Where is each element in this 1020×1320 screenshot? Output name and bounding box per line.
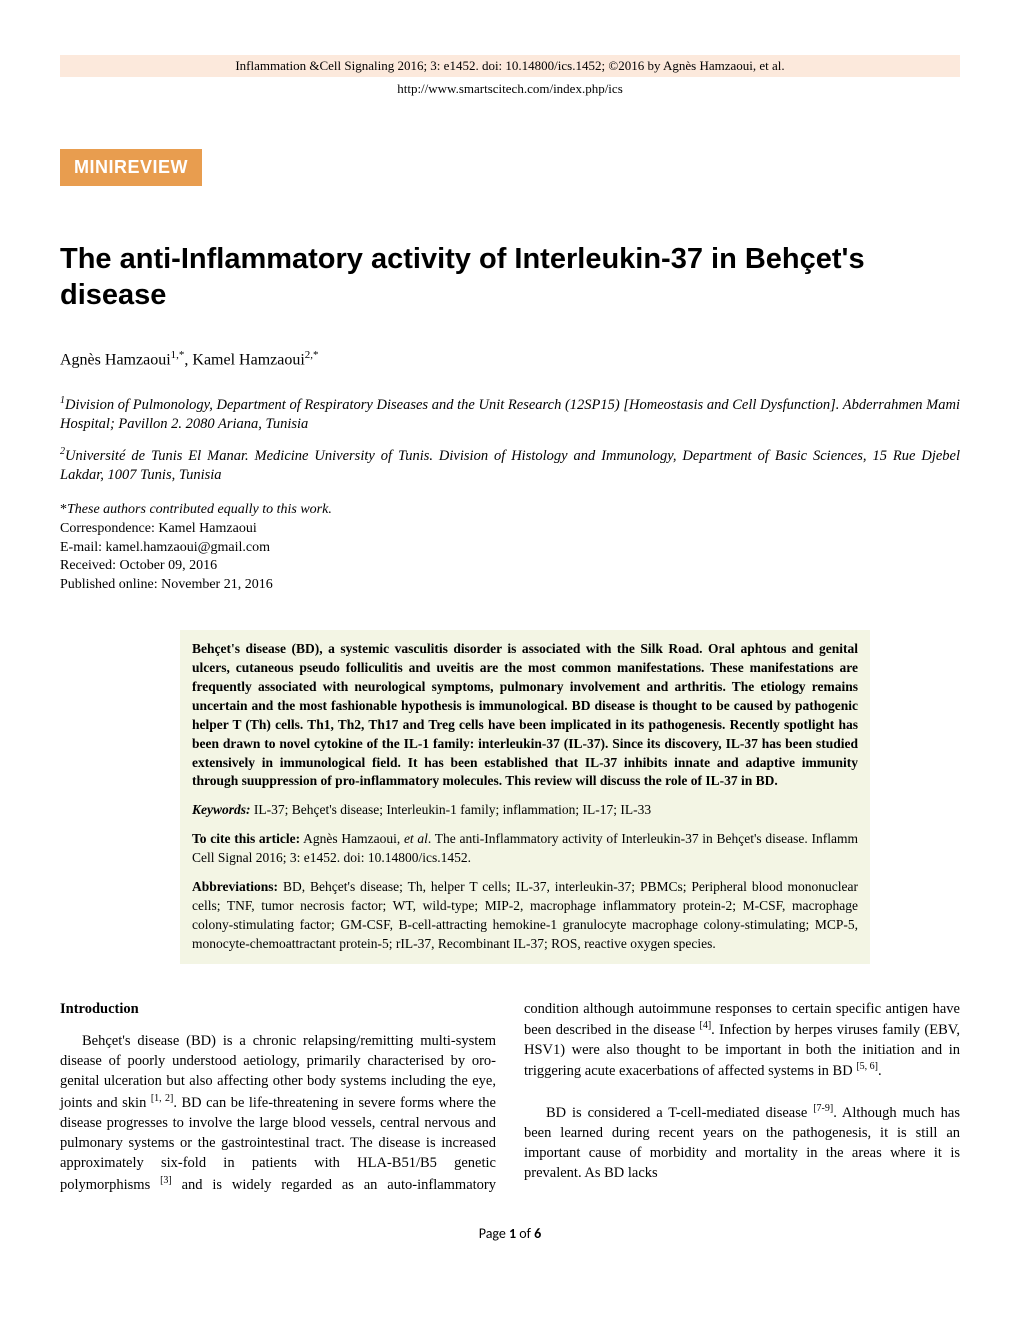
correspondence-name: Kamel Hamzaoui	[158, 521, 256, 536]
published-label: Published online:	[60, 577, 161, 592]
article-title: The anti-Inflammatory activity of Interl…	[60, 241, 960, 314]
correspondence-label: Correspondence:	[60, 521, 158, 536]
received-label: Received:	[60, 558, 119, 573]
keywords-label: Keywords:	[192, 802, 251, 817]
cite-line: To cite this article: Agnès Hamzaoui, et…	[192, 830, 858, 868]
journal-citation-band: Inflammation &Cell Signaling 2016; 3: e1…	[60, 55, 960, 77]
cite-etal: et al	[404, 831, 428, 846]
email-label: E-mail:	[60, 540, 106, 555]
note-star: *	[60, 502, 67, 517]
email-value: kamel.hamzaoui@gmail.com	[106, 540, 271, 555]
journal-url-row: http://www.smartscitech.com/index.php/ic…	[60, 79, 960, 99]
abstract-text: Behçet's disease (BD), a systemic vascul…	[192, 640, 858, 791]
equal-contrib-note: *These authors contributed equally to th…	[60, 501, 960, 520]
received-date: October 09, 2016	[119, 558, 217, 573]
abbrev-line: Abbreviations: BD, Behçet's disease; Th,…	[192, 878, 858, 954]
page-total: 6	[534, 1225, 541, 1242]
ref-7-9: [7-9]	[813, 1103, 833, 1114]
cite-label: To cite this article:	[192, 831, 300, 846]
page-footer: Page 1 of 6	[60, 1225, 960, 1242]
meta-block: *These authors contributed equally to th…	[60, 501, 960, 595]
affiliation-2-text: Université de Tunis El Manar. Medicine U…	[60, 448, 960, 484]
article-type-badge: MINIREVIEW	[60, 149, 202, 186]
abstract-box: Behçet's disease (BD), a systemic vascul…	[180, 630, 870, 963]
author-1-sup: 1,*	[171, 349, 185, 361]
page-mid: of	[516, 1225, 534, 1242]
affiliation-1: 1Division of Pulmonology, Department of …	[60, 394, 960, 435]
body-columns: Introduction Behçet's disease (BD) is a …	[60, 999, 960, 1195]
ref-3: [3]	[160, 1175, 172, 1186]
keywords-line: Keywords: IL-37; Behçet's disease; Inter…	[192, 801, 858, 820]
affiliation-2: 2Université de Tunis El Manar. Medicine …	[60, 445, 960, 486]
author-2-sup: 2,*	[305, 349, 319, 361]
author-2-name: Kamel Hamzaoui	[192, 351, 304, 368]
keywords-text: IL-37; Behçet's disease; Interleukin-1 f…	[251, 802, 652, 817]
ref-5-6: [5, 6]	[856, 1061, 878, 1072]
author-1-name: Agnès Hamzaoui	[60, 351, 171, 368]
ref-1-2: [1, 2]	[151, 1093, 174, 1104]
note-text: These authors contributed equally to thi…	[67, 502, 332, 517]
abbrev-label: Abbreviations:	[192, 879, 278, 894]
affiliation-1-text: Division of Pulmonology, Department of R…	[60, 397, 960, 433]
published-line: Published online: November 21, 2016	[60, 576, 960, 595]
intro-para-2: BD is considered a T-cell-mediated disea…	[524, 1102, 960, 1184]
authors-line: Agnès Hamzaoui1,*, Kamel Hamzaoui2,*	[60, 349, 960, 369]
correspondence-line: Correspondence: Kamel Hamzaoui	[60, 520, 960, 539]
published-date: November 21, 2016	[161, 577, 273, 592]
journal-url: http://www.smartscitech.com/index.php/ic…	[397, 81, 623, 96]
cite-authors: Agnès Hamzaoui,	[300, 831, 404, 846]
abbrev-text: BD, Behçet's disease; Th, helper T cells…	[192, 879, 858, 951]
email-line: E-mail: kamel.hamzaoui@gmail.com	[60, 539, 960, 558]
intro-heading: Introduction	[60, 999, 496, 1019]
page-pre: Page	[479, 1225, 509, 1242]
received-line: Received: October 09, 2016	[60, 557, 960, 576]
p2a: BD is considered a T-cell-mediated disea…	[546, 1105, 813, 1121]
journal-citation: Inflammation &Cell Signaling 2016; 3: e1…	[235, 58, 784, 73]
ref-4: [4]	[699, 1020, 711, 1031]
spacer	[524, 1081, 960, 1101]
p1e: .	[878, 1063, 882, 1079]
